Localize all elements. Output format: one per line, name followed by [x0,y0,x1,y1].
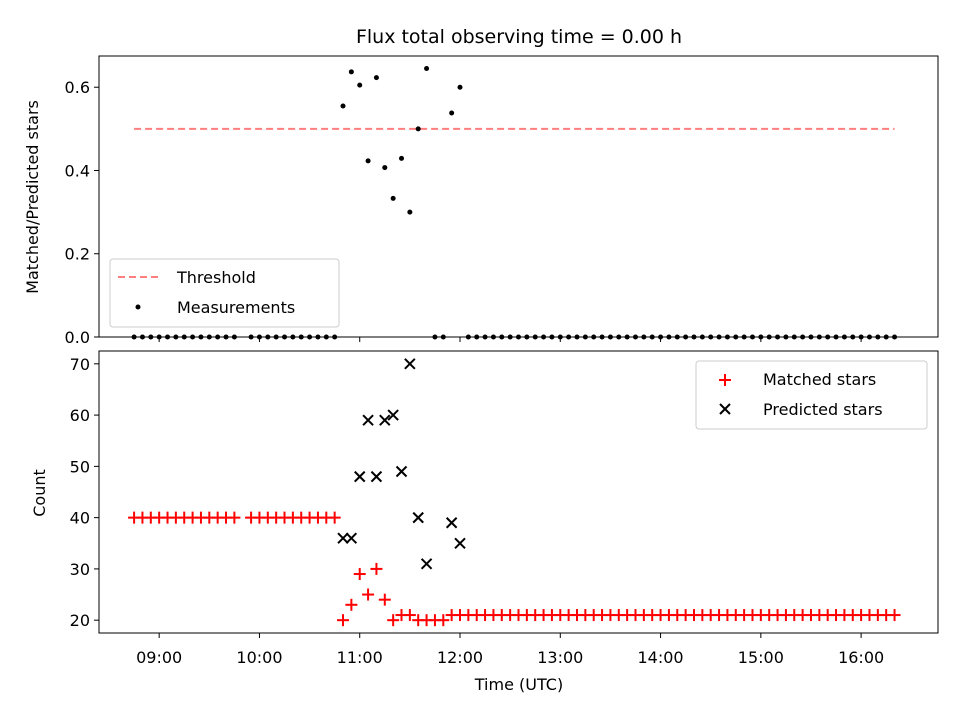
predicted-star-point [337,532,349,544]
matched-star-point [378,593,391,606]
measurement-point [390,195,396,201]
bottom-y-axis-label: Count [30,469,49,517]
bottom-x-tick-label: 16:00 [838,648,884,667]
predicted-star-point [395,465,408,478]
bottom-y-tick-label: 30 [70,560,90,579]
bottom-x-tick-label: 12:00 [437,648,483,667]
bottom-y-tick-label: 60 [70,406,90,425]
predicted-star-point [345,532,358,544]
bottom-legend-box [695,360,928,430]
chart-title: Flux total observing time = 0.00 h [356,26,682,48]
bottom-y-ticks: 20 30 40 50 60 70 [70,355,99,630]
legend-matched-label: Matched stars [763,370,876,389]
bottom-legend: Matched stars Predicted stars [695,360,928,430]
top-y-tick-label: 0.6 [65,78,90,97]
predicted-star-point [420,558,433,570]
legend-predicted-label: Predicted stars [763,400,883,419]
measurement-point [449,110,455,116]
top-x-ticks [158,337,862,342]
matched-star-point [403,609,416,622]
legend-predicted-swatch [719,403,731,415]
bottom-x-ticks: 09:00 10:00 11:00 12:00 13:00 14:00 15:00 16:00 [136,633,884,667]
predicted-star-point [445,517,458,529]
matched-star-point [328,511,341,524]
matched-star-point [337,614,350,627]
bottom-plot-marks [128,358,901,627]
bottom-x-tick-label: 15:00 [738,648,784,667]
top-legend-box [109,258,340,328]
matched-star-point [888,609,901,622]
measurement-point [357,82,363,88]
predicted-star-point [454,537,466,549]
measurement-point [382,165,388,171]
legend-measurements-label: Measurements [177,298,295,317]
measurement-point [407,209,413,215]
measurement-point [373,75,379,81]
predicted-star-point [362,414,374,426]
predicted-star-point [387,409,399,421]
predicted-star-point [412,511,424,524]
bottom-y-tick-label: 70 [70,355,90,374]
x-axis-label: Time (UTC) [474,675,563,694]
bottom-y-tick-label: 40 [70,509,90,528]
legend-threshold-label: Threshold [176,268,256,287]
measurement-point [365,158,371,164]
bottom-x-tick-label: 09:00 [136,648,182,667]
bottom-x-tick-label: 13:00 [537,648,583,667]
predicted-star-point [370,470,383,483]
bottom-axes: 20 30 40 50 60 70 09:00 10:00 11:00 12:00 13:00 14… [30,350,939,694]
predicted-star-point [404,358,416,370]
bottom-x-tick-label: 14:00 [638,648,684,667]
bottom-x-tick-label: 11:00 [337,648,383,667]
matched-star-point [387,614,400,627]
measurement-point [415,126,421,132]
measurement-point [399,155,405,161]
legend-matched-swatch [719,374,731,386]
bottom-axes-frame [98,350,939,634]
top-axes-frame [98,55,939,338]
top-y-tick-label: 0.0 [65,328,90,347]
matched-star-point [228,511,241,524]
measurement-point [340,103,346,109]
matched-star-point [353,568,366,581]
top-axes: 0.0 0.2 0.4 0.6 Matched/Predicted stars Thr… [23,55,939,347]
top-legend: Threshold Measurements [109,258,340,328]
top-y-tick-label: 0.2 [65,245,90,264]
predicted-star-point [354,470,366,483]
measurement-point [348,69,354,75]
matched-star-point [345,598,358,611]
legend-measurements-swatch [135,304,141,310]
measurement-point [457,84,463,90]
bottom-y-tick-label: 50 [70,457,90,476]
matched-star-point [362,588,375,601]
measurement-point [424,65,430,71]
bottom-y-tick-label: 20 [70,611,90,630]
matched-star-point [437,614,450,627]
top-y-ticks: 0.0 0.2 0.4 0.6 [65,78,99,347]
predicted-star-point [379,414,391,426]
matched-star-point [370,562,383,575]
bottom-x-tick-label: 10:00 [236,648,282,667]
top-y-axis-label: Matched/Predicted stars [23,100,42,294]
top-y-tick-label: 0.4 [65,161,90,180]
